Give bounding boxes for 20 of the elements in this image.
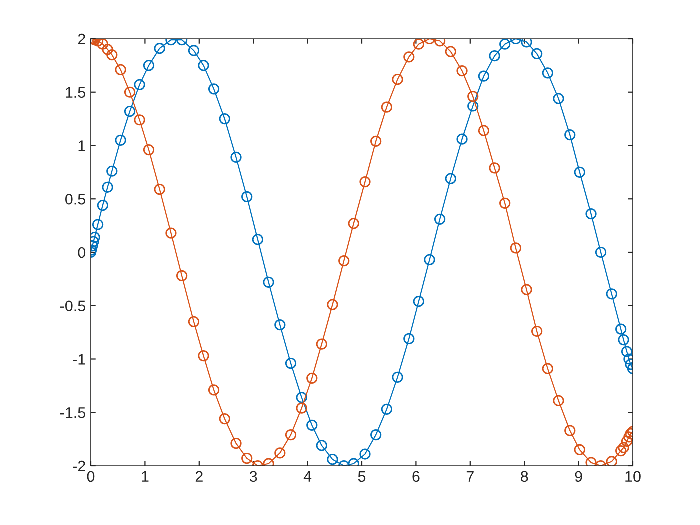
y-tick-label: -2 bbox=[73, 460, 86, 472]
y-tick-label: 1 bbox=[78, 140, 86, 152]
x-tick-label: 8 bbox=[521, 471, 528, 482]
x-tick-label: 6 bbox=[412, 471, 420, 482]
y-tick-label: 2 bbox=[78, 34, 86, 45]
y-tick-label: 1.5 bbox=[66, 87, 86, 98]
y-tick-label: 0.5 bbox=[66, 194, 86, 205]
x-tick-label: 1 bbox=[142, 471, 149, 482]
x-tick-label: 4 bbox=[304, 471, 312, 482]
x-tick-label: 5 bbox=[358, 471, 366, 482]
x-tick-label: 10 bbox=[626, 471, 641, 482]
x-tick-label: 7 bbox=[466, 471, 474, 482]
x-tick-label: 0 bbox=[87, 471, 95, 482]
x-tick-label: 2 bbox=[196, 471, 203, 482]
x-tick-label: 3 bbox=[250, 471, 258, 482]
y-tick-label: -1.5 bbox=[60, 408, 86, 418]
y-tick-label: -0.5 bbox=[60, 300, 86, 312]
y-tick-label: -1 bbox=[73, 354, 86, 365]
y-tick-label: 0 bbox=[78, 247, 86, 258]
x-tick-label: 9 bbox=[575, 471, 582, 482]
